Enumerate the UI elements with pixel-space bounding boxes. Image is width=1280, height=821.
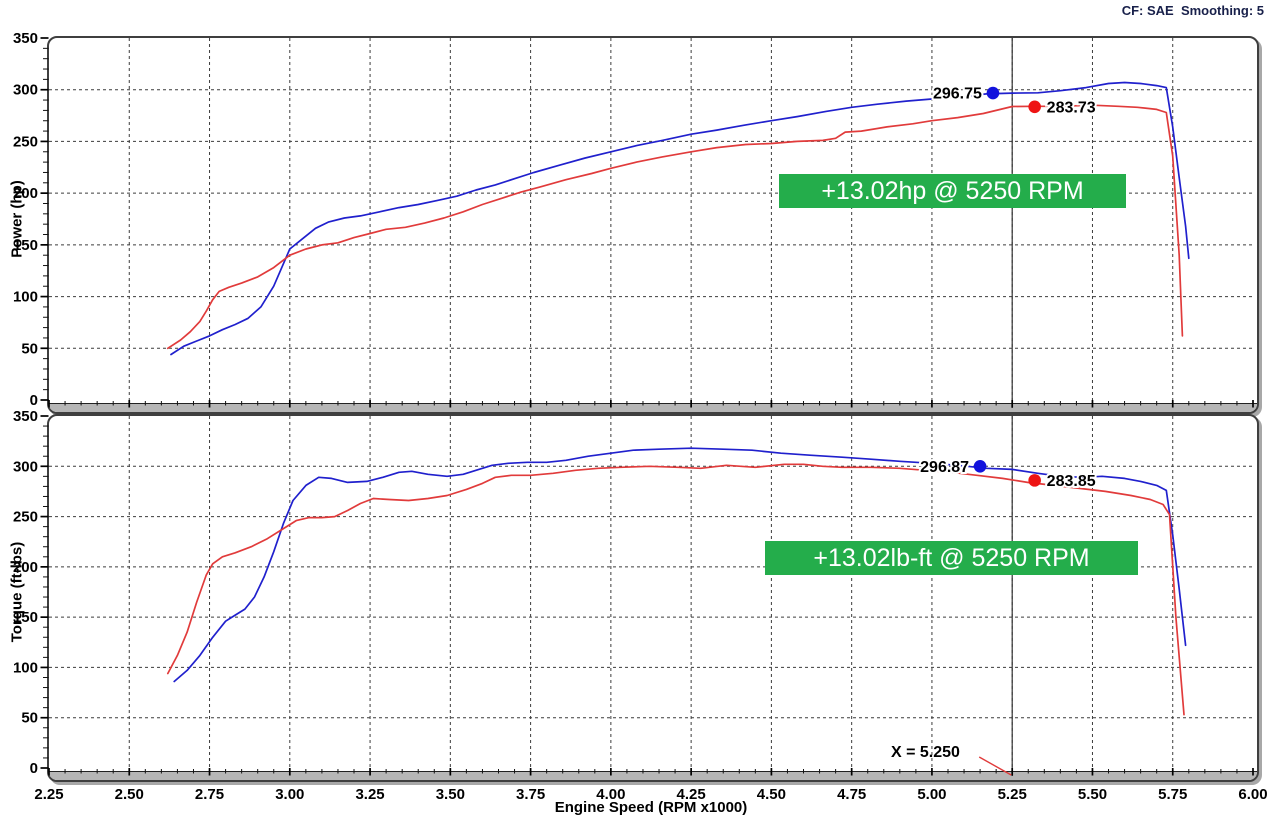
torque-gain-annotation: +13.02lb-ft @ 5250 RPM — [765, 541, 1138, 575]
svg-text:350: 350 — [13, 408, 38, 425]
svg-text:4.75: 4.75 — [837, 786, 866, 803]
x-axis-band — [49, 403, 1257, 412]
svg-text:200: 200 — [13, 559, 38, 576]
svg-text:2.25: 2.25 — [34, 786, 63, 803]
torque-axis-title: Torque (ft-lbs) — [8, 541, 26, 643]
svg-text:300: 300 — [13, 458, 38, 475]
svg-text:150: 150 — [13, 609, 38, 626]
svg-text:3.50: 3.50 — [436, 786, 465, 803]
svg-text:50: 50 — [21, 340, 38, 357]
svg-text:4.50: 4.50 — [757, 786, 786, 803]
svg-text:100: 100 — [13, 289, 38, 306]
power-gain-annotation: +13.02hp @ 5250 RPM — [779, 174, 1126, 208]
svg-text:50: 50 — [21, 710, 38, 727]
svg-text:0: 0 — [30, 392, 38, 409]
svg-text:250: 250 — [13, 509, 38, 526]
svg-text:0: 0 — [30, 760, 38, 777]
svg-text:5.50: 5.50 — [1078, 786, 1107, 803]
svg-text:5.00: 5.00 — [917, 786, 946, 803]
x-axis-title: Engine Speed (RPM x1000) — [554, 799, 748, 816]
svg-text:4.25: 4.25 — [677, 786, 706, 803]
cursor-x-label: X = 5.250 — [891, 744, 960, 761]
svg-text:296.87: 296.87 — [920, 459, 969, 476]
svg-text:250: 250 — [13, 133, 38, 150]
svg-text:150: 150 — [13, 237, 38, 254]
svg-text:5.75: 5.75 — [1158, 786, 1187, 803]
power-chart-panel[interactable] — [47, 36, 1259, 414]
svg-text:4.00: 4.00 — [596, 786, 625, 803]
svg-text:2.75: 2.75 — [195, 786, 224, 803]
svg-text:5.25: 5.25 — [998, 786, 1027, 803]
x-axis-band — [49, 771, 1257, 780]
svg-text:3.25: 3.25 — [355, 786, 384, 803]
svg-text:3.00: 3.00 — [275, 786, 304, 803]
svg-text:283.85: 283.85 — [1047, 473, 1096, 490]
svg-text:3.75: 3.75 — [516, 786, 545, 803]
correction-smoothing-label: CF: SAE Smoothing: 5 — [1121, 3, 1264, 18]
svg-text:300: 300 — [13, 82, 38, 99]
power-axis-title: Power (hp) — [8, 180, 26, 258]
svg-text:283.73: 283.73 — [1047, 99, 1096, 116]
svg-text:100: 100 — [13, 659, 38, 676]
svg-text:200: 200 — [13, 185, 38, 202]
svg-text:350: 350 — [13, 30, 38, 47]
svg-text:2.50: 2.50 — [115, 786, 144, 803]
svg-text:6.00: 6.00 — [1238, 786, 1267, 803]
svg-text:296.75: 296.75 — [933, 86, 982, 103]
